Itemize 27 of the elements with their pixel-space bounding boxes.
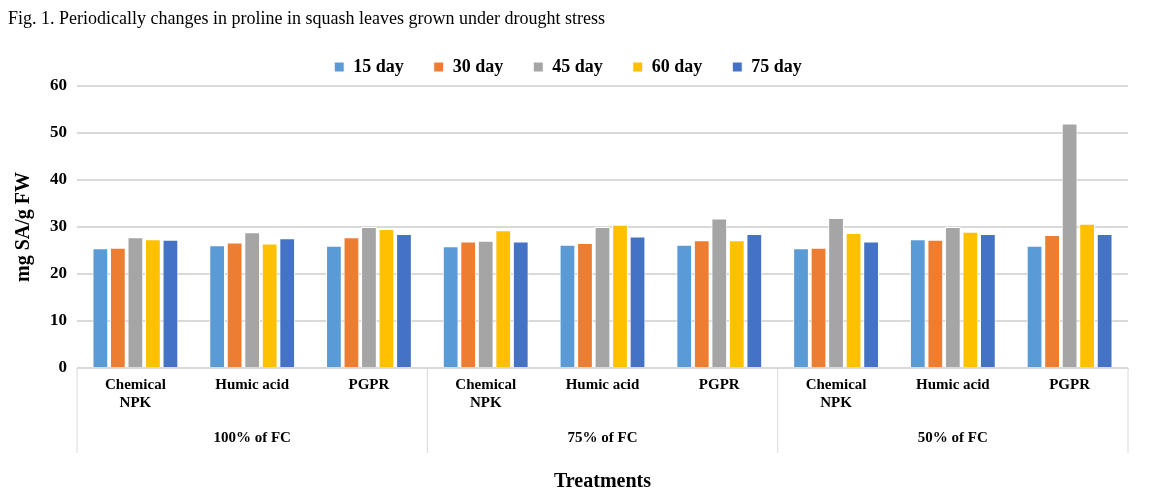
legend-label: 15 day: [353, 55, 404, 76]
x-tick-label: PGPR: [348, 375, 390, 392]
x-tick-label: Humic acid: [915, 375, 991, 392]
y-tick-label: 0: [58, 357, 67, 377]
legend-label: 45 day: [552, 55, 603, 76]
x-tick-label: Humic acid: [215, 375, 290, 392]
text: 75% of FC: [567, 428, 638, 445]
legend-label: 60 day: [651, 55, 703, 76]
chart-title: Fig. 1. Periodically changes in proline in squash leaves grown under drought stress: [8, 8, 606, 28]
legend-label: 30 day: [452, 55, 504, 76]
x-tick-label: PGPR: [698, 375, 740, 392]
x-tick-label: Humic acid: [565, 375, 641, 392]
legend-label: 75 day: [751, 55, 802, 76]
y-axis-title: mg SA/g FW: [11, 172, 35, 282]
y-tick-label: 50: [50, 122, 67, 142]
x-axis-title: Treatments: [553, 469, 652, 492]
y-tick-label: 60: [50, 75, 67, 95]
x-tick-label: PGPR: [1049, 375, 1091, 392]
x-tick-label: Chemical NPK: [104, 375, 166, 410]
x-tick-label: Chemical NPK: [805, 375, 867, 410]
text: 50% of FC: [917, 428, 988, 445]
y-tick-label: 40: [50, 169, 67, 189]
y-tick-label: 20: [50, 263, 67, 283]
text: 100% of FC: [213, 428, 291, 445]
x-tick-label: Chemical NPK: [455, 375, 517, 410]
y-tick-label: 30: [50, 216, 67, 236]
y-tick-label: 10: [50, 310, 67, 330]
